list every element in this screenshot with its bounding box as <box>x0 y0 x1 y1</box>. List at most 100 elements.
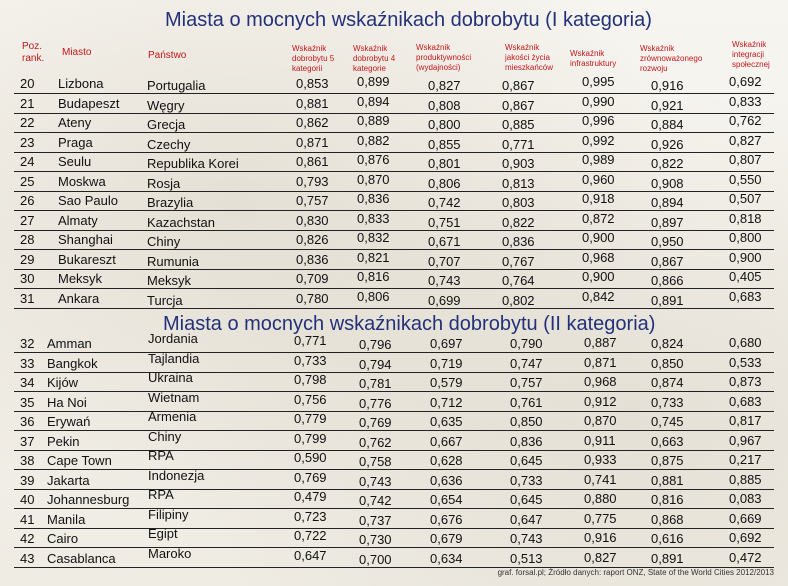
cell-life: 0,513 <box>510 550 543 566</box>
cell-w4: 0,806 <box>357 288 390 304</box>
cell-w5: 0,709 <box>296 271 329 286</box>
cell-prod: 0,697 <box>430 336 463 351</box>
cell-country: Meksyk <box>147 273 192 288</box>
cell-w5: 0,836 <box>296 251 329 267</box>
cell-integ: 0,885 <box>729 471 762 487</box>
header-quality-of-life: Wskaźnik jakości życia mieszkańców <box>505 43 554 72</box>
header-w4: Wskaźnik dobrobytu 4 kategorie <box>353 44 396 73</box>
cell-w5: 0,871 <box>296 134 329 150</box>
table-row: 24 Seulu Republika Korei 0,861 0,876 0,801 0,9… <box>14 152 774 172</box>
cell-country: Rumunia <box>147 253 200 269</box>
cell-rank: 28 <box>20 232 35 247</box>
cell-rank: 32 <box>20 336 35 351</box>
cell-life: 0,802 <box>502 292 535 308</box>
cell-integ: 0,533 <box>729 354 762 370</box>
table-row: 40 Johannesburg RPA 0,479 0,742 0,654 0,645 0,8… <box>14 487 774 509</box>
cell-city: Praga <box>58 134 93 150</box>
cell-w5: 0,733 <box>294 352 327 368</box>
header-sustainability: Wskaźnik zrównoważonego rozwoju <box>640 44 703 73</box>
cell-life: 0,836 <box>510 433 543 449</box>
cell-w5: 0,647 <box>294 547 327 563</box>
table-row: 22 Ateny Grecja 0,862 0,889 0,800 0,885 0,996 0,… <box>14 113 774 133</box>
cell-infra: 0,872 <box>582 210 615 226</box>
cell-sust: 0,733 <box>651 394 684 410</box>
cell-country: Węgry <box>147 97 185 113</box>
cell-prod: 0,671 <box>428 234 461 249</box>
cell-w5: 0,793 <box>296 173 329 189</box>
cell-country: Grecja <box>147 117 186 132</box>
cell-country: Filipiny <box>148 506 189 522</box>
cell-life: 0,867 <box>502 97 535 113</box>
cell-infra: 0,996 <box>582 113 615 128</box>
cell-sust: 0,850 <box>651 355 684 371</box>
cell-life: 0,822 <box>502 214 535 230</box>
cell-w5: 0,798 <box>294 372 327 387</box>
table-row: 20 Lizbona Portugalia 0,853 0,899 0,827 0,867 0… <box>14 74 774 94</box>
cell-infra: 0,900 <box>582 269 615 284</box>
cell-w5: 0,853 <box>296 76 329 91</box>
cell-w5: 0,826 <box>296 232 329 247</box>
cell-infra: 0,887 <box>584 335 617 350</box>
cell-w4: 0,833 <box>357 210 390 226</box>
cell-rank: 37 <box>20 433 35 449</box>
cell-w4: 0,889 <box>357 113 390 128</box>
cell-sust: 0,868 <box>651 511 684 527</box>
cell-w5: 0,862 <box>296 115 329 130</box>
cell-w4: 0,758 <box>359 454 392 469</box>
cell-w4: 0,742 <box>359 493 392 508</box>
cell-w4: 0,794 <box>359 356 392 372</box>
cell-prod: 0,855 <box>428 136 461 152</box>
cell-city: Bangkok <box>47 355 98 371</box>
cell-prod: 0,635 <box>430 414 463 429</box>
cell-city: Erywań <box>47 414 91 429</box>
cell-w4: 0,762 <box>359 434 392 450</box>
cell-country: Rosja <box>147 175 181 191</box>
cell-w5: 0,757 <box>296 193 329 208</box>
cell-sust: 0,921 <box>651 97 684 113</box>
cell-infra: 0,900 <box>582 230 615 245</box>
cell-city: Ateny <box>58 115 92 130</box>
cell-rank: 25 <box>20 173 35 189</box>
cell-w4: 0,832 <box>357 230 390 245</box>
cell-rank: 36 <box>20 414 35 429</box>
cell-w4: 0,769 <box>359 415 392 430</box>
cell-rank: 27 <box>20 212 35 228</box>
cell-w4: 0,700 <box>359 551 392 567</box>
cell-infra: 0,989 <box>582 152 615 167</box>
cell-prod: 0,800 <box>428 117 461 132</box>
cell-city: Manila <box>47 511 86 527</box>
cell-w4: 0,894 <box>357 93 390 109</box>
cell-w5: 0,769 <box>294 469 327 485</box>
header-productivity: Wskaźnik produktywności (wydajności) <box>416 43 472 72</box>
cell-country: Turcja <box>147 292 183 308</box>
cell-infra: 0,741 <box>584 471 617 487</box>
header-rank: Poz. rank. <box>22 41 45 64</box>
cell-city: Bukareszt <box>58 251 116 267</box>
cell-city: Shanghai <box>58 232 113 247</box>
cell-prod: 0,707 <box>428 253 461 269</box>
cell-w4: 0,816 <box>357 269 390 284</box>
cell-country: RPA <box>148 487 174 502</box>
table-row: 23 Praga Czechy 0,871 0,882 0,855 0,771 0,992 0,… <box>14 133 774 153</box>
cell-prod: 0,579 <box>430 375 463 390</box>
cell-sust: 0,816 <box>651 492 684 507</box>
cell-w5: 0,756 <box>294 391 327 407</box>
cell-infra: 0,912 <box>584 393 617 409</box>
cell-prod: 0,743 <box>428 273 461 288</box>
cell-life: 0,771 <box>502 136 535 152</box>
cell-w4: 0,821 <box>357 249 390 265</box>
cell-rank: 24 <box>20 154 35 169</box>
cell-city: Cairo <box>47 531 79 546</box>
cell-sust: 0,891 <box>651 550 684 566</box>
cell-integ: 0,507 <box>729 191 762 206</box>
cell-integ: 0,083 <box>729 491 762 506</box>
cell-w5: 0,723 <box>294 508 327 524</box>
cell-sust: 0,866 <box>651 273 684 288</box>
cell-w5: 0,830 <box>296 212 329 228</box>
cell-infra: 0,960 <box>582 171 615 187</box>
cell-infra: 0,990 <box>582 93 615 109</box>
table-title-category-1: Miasta o mocnych wskaźnikach dobrobytu (… <box>165 9 652 31</box>
cell-rank: 42 <box>20 531 35 546</box>
cell-integ: 0,669 <box>729 510 762 526</box>
table-row: 38 Cape Town RPA 0,590 0,758 0,628 0,645 0,933 0… <box>14 448 774 470</box>
